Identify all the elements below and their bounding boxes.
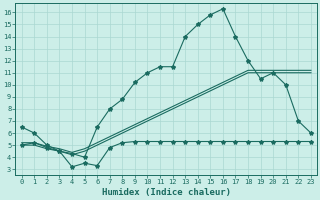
X-axis label: Humidex (Indice chaleur): Humidex (Indice chaleur)	[102, 188, 231, 197]
